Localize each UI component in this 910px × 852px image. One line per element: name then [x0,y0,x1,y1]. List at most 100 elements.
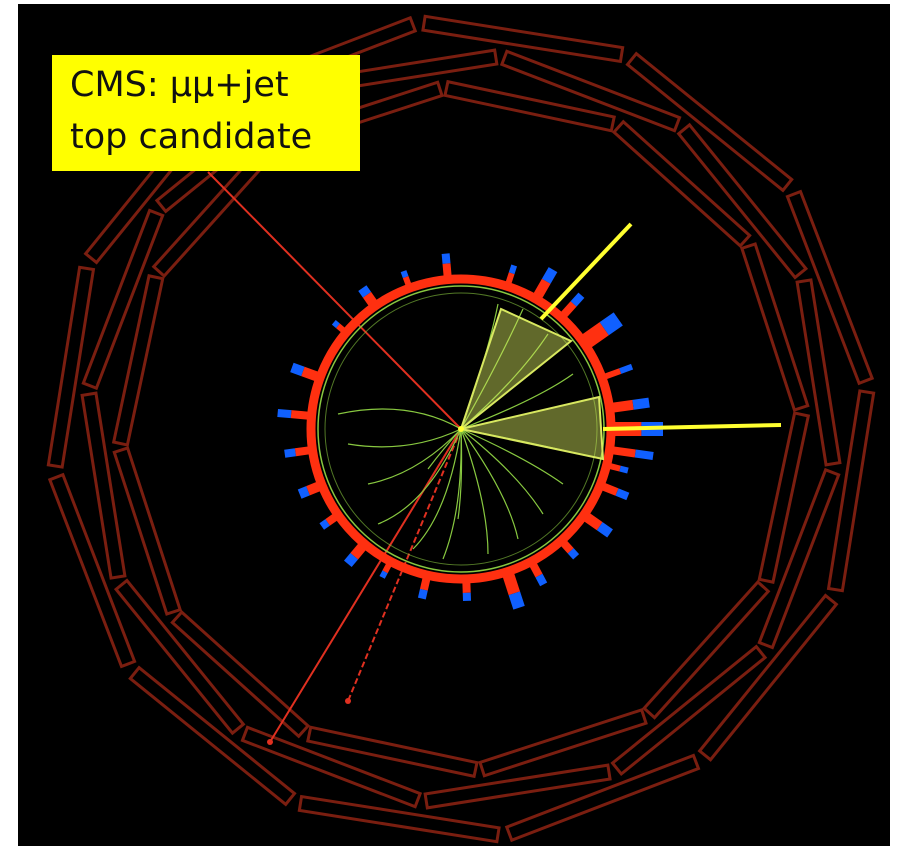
hcal-tower [619,363,634,374]
muon-chamber [113,578,246,736]
charged-track [367,428,462,485]
hcal-tower [508,264,518,275]
hcal-tower [358,285,372,298]
hcal-tower [462,592,472,602]
ecal-tower [462,582,471,593]
muon-chamber [611,119,752,248]
ecal-tower [502,573,521,596]
muon-tracks [207,171,462,745]
hcal-tower [343,553,359,568]
caption-line-1: CMS: μμ+jet [70,65,289,105]
hcal-tower [379,570,388,579]
calorimeter-towers [277,253,663,610]
muon-chamber [757,467,841,650]
ecal-tower [336,323,345,333]
charged-track [427,428,462,470]
charged-track [460,428,489,555]
muon-chamber [504,753,701,843]
ecal-tower [301,366,319,382]
ecal-tower [582,322,609,348]
muon-chamber [297,794,501,844]
jet-axis-line [602,423,782,431]
charged-track [460,428,544,515]
ecal-tower [294,446,310,457]
event-display-canvas [46,14,876,844]
charged-track [460,308,524,430]
muon-chamber [785,189,875,386]
muon-chamber [306,725,479,779]
muon-chamber [81,208,165,391]
ecal-tower [402,276,412,286]
hcal-tower [535,573,548,587]
jet-cone [460,395,605,461]
muon-chamber [610,644,768,777]
ecal-tower [325,514,338,526]
interaction-vertex [458,426,464,432]
charged-track [347,428,462,448]
charged-track [460,428,519,540]
ecal-tower [561,301,577,318]
ecal-tower [602,483,619,496]
ecal-tower [290,410,308,420]
hcal-tower [570,292,585,307]
ecal-tower [306,482,321,496]
ecal-tower [533,278,551,299]
hcal-tower [599,312,623,336]
muon-chamber [112,446,183,616]
caption-line-2: top candidate [70,117,313,157]
muon-chamber [423,763,612,810]
jet-cones [458,222,782,461]
muon-chamber [757,411,811,584]
hcal-tower [331,320,340,329]
hcal-tower [290,362,305,377]
muon-chamber [170,610,311,739]
charged-track [460,428,564,485]
muon-chamber [46,265,96,469]
muon-chamber [421,14,625,64]
ecal-tower [584,513,603,531]
ecal-tower [442,263,452,276]
hcal-tower [567,548,580,560]
tracker-inner [324,292,598,566]
hcal-tower [297,486,310,499]
charged-track [457,428,463,520]
ecal-tower [382,563,392,574]
muon-chamber [499,49,682,133]
charged-track [412,428,462,550]
muon-chamber [443,79,616,133]
muon-chamber [111,274,165,447]
ecal-tower [561,540,574,554]
muon-hit [267,739,273,745]
muon-chamber [697,593,839,762]
muon-chamber [642,579,771,720]
muon-chamber [240,725,423,809]
hcal-tower [508,591,525,610]
hcal-tower [632,397,650,410]
hcal-tower [596,522,613,538]
hcal-tower [634,449,654,460]
hcal-tower [284,448,296,458]
ecal-tower [362,291,377,306]
jet-axis-line [539,222,633,321]
ecal-tower [612,446,636,458]
ecal-tower [529,563,543,578]
hcal-tower [541,267,558,284]
caption-box: CMS: μμ+jet top candidate [52,55,360,171]
hcal-tower [619,465,629,474]
muon-chamber [739,242,810,412]
muon-chamber [80,391,127,580]
ecal-tower [505,272,515,284]
muon-chamber [478,707,648,778]
ecal-tower [604,368,622,380]
muon-chamber [128,665,297,807]
muon-chamber [47,472,137,669]
hcal-tower [417,588,428,600]
muon-chamber [676,122,809,280]
muon-track [207,171,462,430]
muon-track [269,428,462,743]
ecal-tower [609,463,621,472]
muon-chamber [795,278,842,467]
charged-track [460,373,574,430]
hcal-tower [615,488,630,501]
ecal-tower [350,543,366,560]
